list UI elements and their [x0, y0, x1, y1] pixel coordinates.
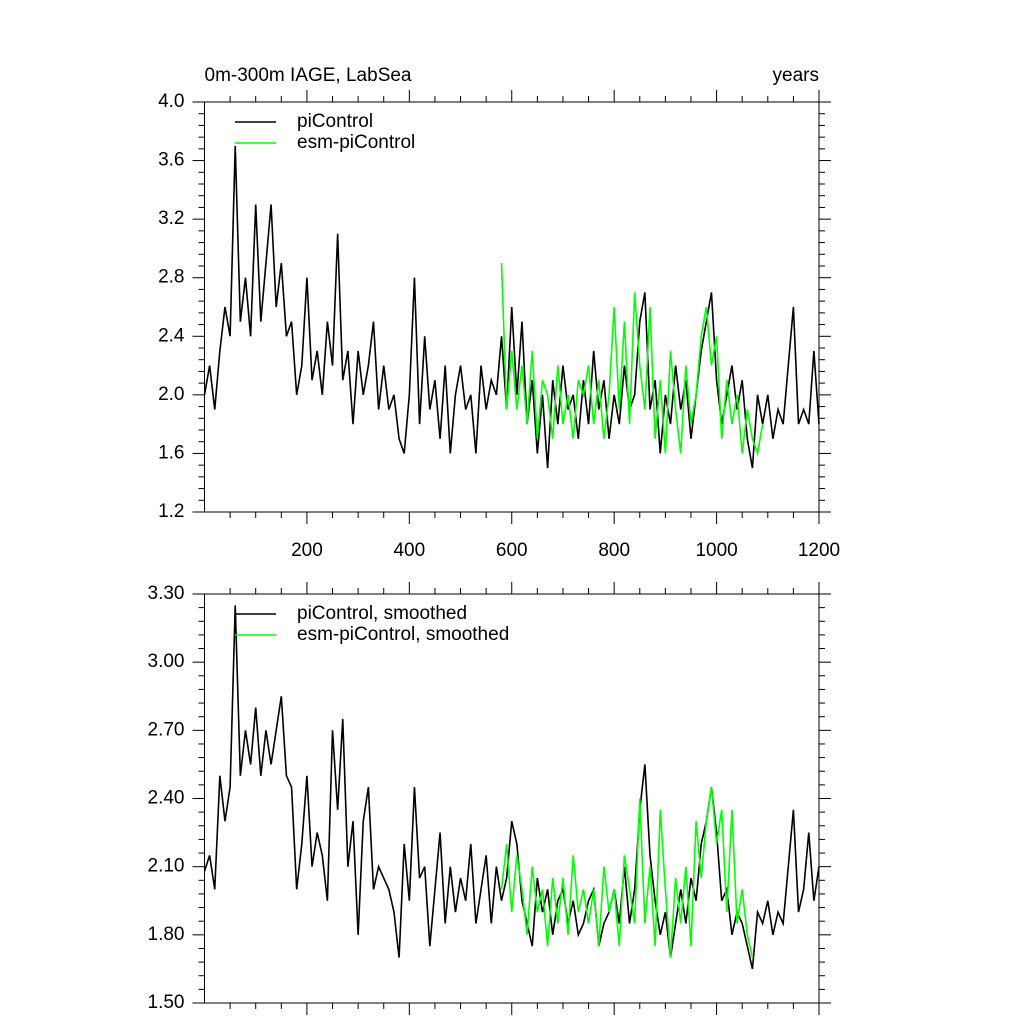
y-tick-label: 2.40: [148, 788, 185, 809]
legend-label: esm-piControl: [297, 132, 415, 153]
x-tick-label: 1200: [798, 540, 840, 561]
series-line: [500, 263, 764, 457]
x-tick-label: 1000: [695, 540, 737, 561]
y-tick-label: 4.0: [158, 91, 184, 112]
x-tick-label: 600: [496, 540, 528, 561]
y-tick-label: 3.30: [148, 583, 185, 604]
y-tick-label: 1.2: [158, 501, 184, 522]
legend-label: esm-piControl, smoothed: [297, 624, 509, 645]
y-tick-label: 2.70: [148, 719, 185, 740]
x-tick-label: 800: [598, 540, 630, 561]
series-line: [500, 787, 754, 958]
y-tick-label: 3.6: [158, 150, 184, 171]
series-line: [203, 605, 820, 970]
y-tick-label: 2.4: [158, 325, 185, 346]
chart-title: 0m-300m IAGE, LabSea: [205, 65, 412, 86]
y-tick-label: 2.8: [158, 267, 184, 288]
units-label: years: [773, 65, 819, 86]
x-tick-label: 200: [291, 540, 323, 561]
legend-label: piControl: [297, 111, 373, 132]
plot-frame: [204, 593, 820, 1004]
y-tick-label: 3.00: [148, 651, 185, 672]
series-line: [203, 145, 820, 469]
legend-label: piControl, smoothed: [297, 603, 467, 624]
x-tick-label: 400: [393, 540, 425, 561]
y-tick-label: 1.50: [148, 992, 185, 1013]
y-tick-label: 2.10: [148, 856, 185, 877]
y-tick-label: 2.0: [158, 384, 184, 405]
y-tick-label: 3.2: [158, 208, 184, 229]
y-tick-label: 1.6: [158, 442, 184, 463]
y-tick-label: 1.80: [148, 924, 185, 945]
